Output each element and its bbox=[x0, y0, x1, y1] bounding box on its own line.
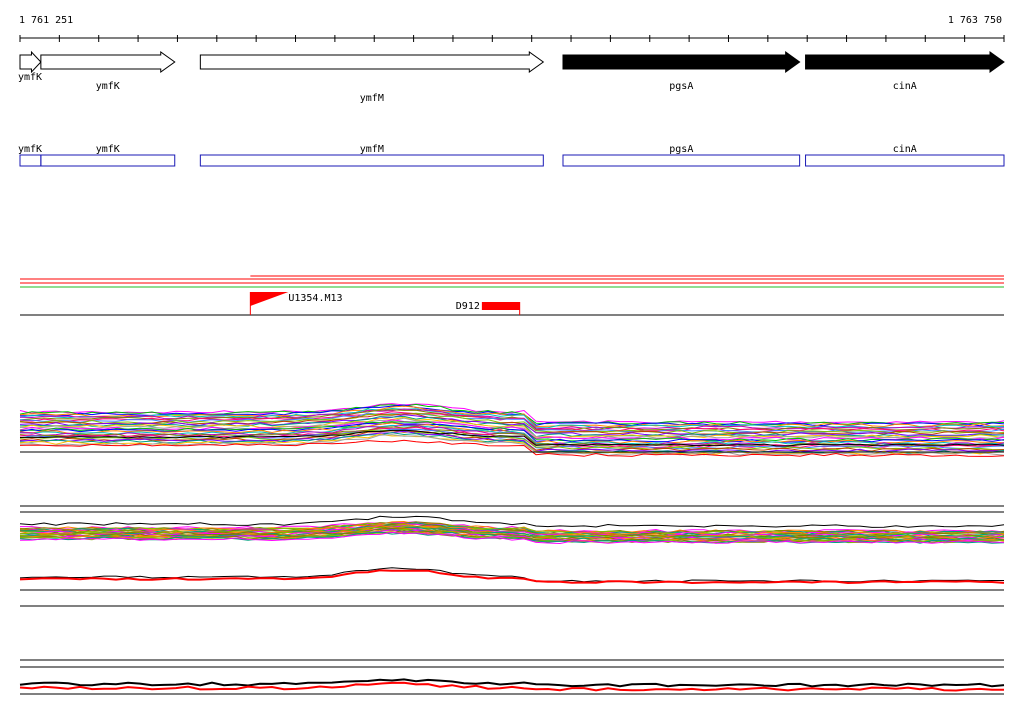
profile-line bbox=[20, 521, 1005, 533]
profile-line bbox=[19, 681, 1005, 692]
gene-arrow bbox=[562, 51, 801, 73]
gene-track: ymfK ymfK ymfM pgsA cinA bbox=[18, 50, 1005, 104]
cds-box bbox=[805, 154, 1005, 167]
profile-line bbox=[19, 414, 1005, 437]
profile-line bbox=[19, 424, 1005, 445]
feature-block bbox=[481, 302, 520, 310]
cds-box bbox=[562, 154, 801, 167]
profile-line bbox=[19, 531, 1005, 544]
expression-profile-tracks bbox=[19, 403, 1005, 695]
profile-line bbox=[19, 567, 1004, 583]
profile-line bbox=[19, 407, 1005, 429]
gene-label: ymfK bbox=[18, 72, 42, 83]
gene-label: ymfM bbox=[360, 93, 384, 104]
gene-label: cinA bbox=[893, 81, 917, 92]
profile-line bbox=[19, 417, 1005, 440]
cds-label: cinA bbox=[893, 144, 917, 155]
profile-line bbox=[19, 531, 1005, 545]
cds-box bbox=[19, 154, 42, 167]
gene-arrow bbox=[805, 51, 1005, 73]
profile-line bbox=[19, 430, 1005, 452]
cds-label: ymfK bbox=[18, 144, 42, 155]
coordinate-ruler: 1 761 251 1 763 750 bbox=[19, 15, 1005, 42]
gene-arrow bbox=[19, 50, 42, 74]
ruler-end-label: 1 763 750 bbox=[948, 15, 1002, 26]
profile-line bbox=[19, 434, 1005, 456]
cds-box bbox=[40, 154, 176, 167]
cds-label: ymfK bbox=[96, 144, 120, 155]
profile-line bbox=[19, 403, 1005, 424]
ruler-ticks bbox=[19, 35, 1005, 42]
profile-line bbox=[19, 429, 1005, 447]
profile-line bbox=[19, 678, 1005, 688]
cds-box-track: ymfK ymfK ymfM pgsA cinA bbox=[18, 144, 1005, 167]
cds-label: ymfM bbox=[360, 144, 384, 155]
profile-line bbox=[19, 515, 1005, 528]
cds-label: pgsA bbox=[669, 144, 693, 155]
ruler-start-label: 1 761 251 bbox=[19, 15, 73, 26]
gene-label: ymfK bbox=[96, 81, 120, 92]
profile-line bbox=[19, 439, 1005, 457]
gene-arrow bbox=[40, 51, 176, 73]
profile-line bbox=[19, 411, 1005, 432]
profile-line bbox=[19, 416, 1005, 439]
gene-arrow bbox=[199, 51, 545, 73]
gene-label: pgsA bbox=[669, 81, 693, 92]
cds-box bbox=[199, 154, 544, 167]
feature-flag bbox=[250, 292, 289, 306]
profile-line bbox=[19, 569, 1005, 585]
profile-line bbox=[19, 409, 1005, 431]
feature-track: U1354.M13 D912 bbox=[20, 275, 1004, 316]
feature-label: U1354.M13 bbox=[288, 293, 342, 304]
feature-label: D912 bbox=[456, 301, 480, 312]
profile-line bbox=[19, 430, 1005, 453]
